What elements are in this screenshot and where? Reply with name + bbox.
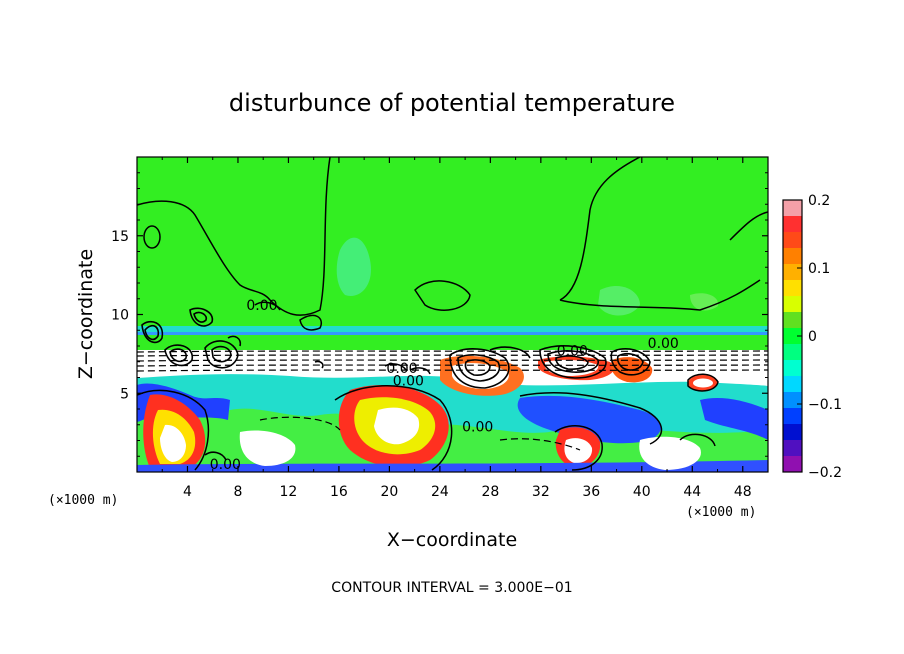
colorbar-tick-label: 0.1 (808, 261, 830, 277)
colorbar-swatch (783, 456, 802, 473)
field-region-white (239, 430, 296, 466)
x-tick-label: 48 (734, 484, 752, 500)
field-band-cyan (137, 326, 768, 332)
x-tick-label: 20 (380, 484, 398, 500)
colorbar-swatch (783, 360, 802, 377)
contour-label: 0.00 (386, 361, 417, 377)
field-region-white (564, 438, 593, 464)
contour-interval-note: CONTOUR INTERVAL = 3.000E−01 (331, 580, 572, 596)
field-region-white (160, 424, 186, 462)
contour-label: 0.00 (557, 344, 588, 360)
contour-label: 0.00 (246, 298, 277, 314)
y-axis-label: Z−coordinate (75, 249, 97, 379)
x-tick-label: 4 (183, 484, 192, 500)
colorbar-swatch (783, 264, 802, 281)
x-tick-label: 12 (280, 484, 298, 500)
colorbar-swatch (783, 392, 802, 409)
x-axis: 4 8 12 16 20 24 28 32 36 40 44 48 (161, 157, 752, 500)
x-unit-label-left: (×1000 m) (48, 493, 118, 508)
colorbar-swatch (783, 312, 802, 329)
colorbar-swatch (783, 408, 802, 425)
colorbar-swatch (783, 200, 802, 217)
colorbar-swatch (783, 344, 802, 361)
colorbar-swatch (783, 424, 802, 441)
contour-labels: 0.000.000.000.000.000.000.00 (210, 298, 679, 473)
colorbar-tick-label: −0.2 (808, 465, 842, 481)
field-region-white (639, 436, 701, 470)
field-region-white (693, 378, 713, 388)
field-region-white (374, 407, 420, 445)
colorbar-tick-label: 0 (808, 329, 817, 345)
x-tick-label: 24 (431, 484, 449, 500)
colorbar-swatch (783, 280, 802, 297)
contour-clusters (141, 307, 651, 461)
x-tick-label: 16 (330, 484, 348, 500)
chart-title: disturbunce of potential temperature (229, 89, 675, 117)
contour-label: 0.00 (393, 374, 424, 390)
x-tick-label: 8 (233, 484, 242, 500)
colorbar-swatch (783, 232, 802, 249)
colorbar-swatch (783, 296, 802, 313)
field-region-cyan (336, 237, 371, 296)
y-tick-label: 10 (111, 308, 129, 324)
contour-label: 0.00 (648, 336, 679, 352)
x-tick-label: 36 (582, 484, 600, 500)
colorbar-tick-label: 0.2 (808, 193, 830, 209)
colorbar-swatch (783, 248, 802, 265)
field-region-blue (700, 398, 768, 440)
y-tick-label: 5 (120, 386, 129, 402)
x-tick-label: 44 (683, 484, 701, 500)
plot-area: 0.000.000.000.000.000.000.00 (137, 157, 768, 473)
field-region-blue (517, 395, 661, 444)
field-band-blue (137, 332, 768, 335)
y-tick-label: 15 (111, 229, 129, 245)
field-region-cyan (598, 285, 640, 316)
colorbar-swatch (783, 216, 802, 233)
field-region-green (137, 408, 768, 472)
x-tick-label: 32 (532, 484, 550, 500)
colorbar-swatch (783, 440, 802, 457)
x-tick-label: 28 (481, 484, 499, 500)
contour-label: 0.00 (210, 457, 241, 473)
field-region-blue (137, 460, 768, 472)
x-tick-label: 40 (633, 484, 651, 500)
colorbar-tick-label: −0.1 (808, 397, 842, 413)
x-unit-label-right: (×1000 m) (686, 505, 756, 520)
colorbar: 0.2 0.1 0 −0.1 −0.2 (782, 193, 842, 481)
y-axis: 5 10 15 (111, 172, 768, 457)
colorbar-swatch (783, 328, 802, 345)
x-axis-label: X−coordinate (387, 529, 517, 551)
solid-contours (137, 157, 768, 471)
colorbar-swatch (783, 376, 802, 393)
contour-label: 0.00 (462, 419, 493, 435)
